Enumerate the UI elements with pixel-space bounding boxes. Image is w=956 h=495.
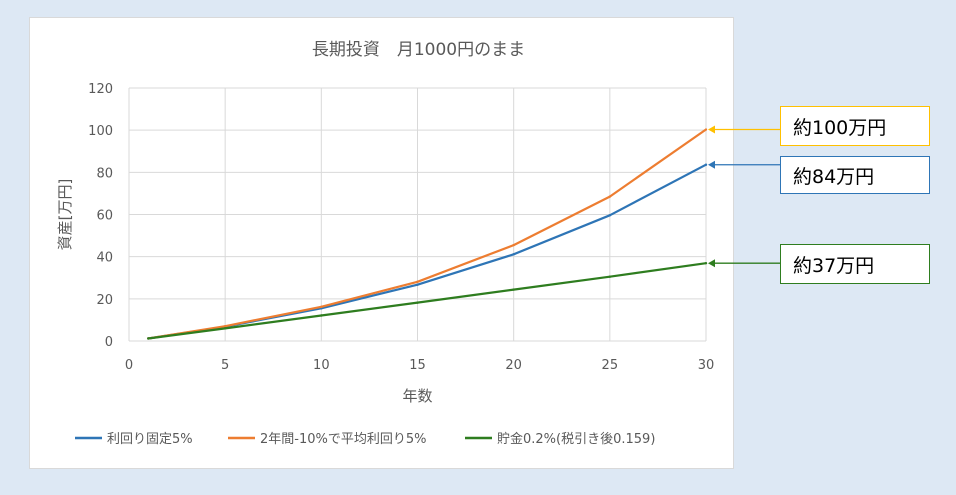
y-tick-label: 60 [96, 209, 113, 224]
x-tick-label: 5 [221, 358, 229, 373]
y-axis-label: 資産[万円] [56, 179, 74, 251]
callout-arrowhead-2 [708, 259, 715, 268]
data-point-0 [704, 163, 708, 166]
x-tick-label: 25 [602, 358, 619, 373]
y-tick-label: 0 [105, 335, 113, 350]
series-line-1 [148, 128, 707, 340]
data-point-1 [223, 325, 227, 328]
legend-label-1: 2年間-10%で平均利回り5% [260, 432, 426, 447]
data-point-2 [223, 327, 227, 330]
y-tick-label: 80 [96, 166, 113, 181]
series-line-2 [148, 262, 707, 340]
data-point-1 [512, 243, 515, 247]
data-point-1 [320, 305, 323, 309]
data-point-2 [147, 337, 150, 340]
data-point-1 [416, 280, 419, 283]
x-axis-label: 年数 [402, 387, 432, 405]
x-tick-label: 0 [125, 358, 133, 373]
callout-box-2: 約37万円 [780, 244, 930, 284]
data-point-0 [512, 253, 515, 256]
y-tick-label: 20 [96, 293, 113, 308]
legend-label-2: 貯金0.2%(税引き後0.159) [497, 431, 655, 447]
x-tick-label: 10 [313, 358, 330, 373]
data-point-2 [608, 275, 612, 278]
data-point-2 [320, 314, 323, 317]
data-point-1 [608, 195, 612, 198]
series-line-0 [148, 163, 707, 340]
data-point-0 [416, 283, 419, 286]
y-tick-label: 100 [88, 124, 113, 139]
data-point-2 [416, 301, 419, 304]
y-tick-label: 120 [88, 82, 113, 97]
x-tick-label: 15 [409, 358, 426, 373]
callout-arrowhead-0 [708, 125, 715, 134]
callout-box-1: 約84万円 [780, 156, 930, 194]
chart-title: 長期投資 月1000円のまま [312, 40, 525, 60]
data-point-1 [704, 128, 708, 131]
y-tick-label: 40 [96, 251, 113, 266]
callout-arrowhead-1 [708, 160, 715, 169]
x-tick-label: 30 [698, 358, 715, 373]
callout-box-0: 約100万円 [780, 106, 930, 146]
data-point-0 [608, 214, 612, 217]
legend-label-0: 利回り固定5% [107, 432, 193, 447]
data-point-2 [512, 288, 515, 291]
x-tick-label: 20 [505, 358, 522, 373]
data-point-2 [704, 262, 708, 265]
chart-panel [29, 17, 734, 469]
